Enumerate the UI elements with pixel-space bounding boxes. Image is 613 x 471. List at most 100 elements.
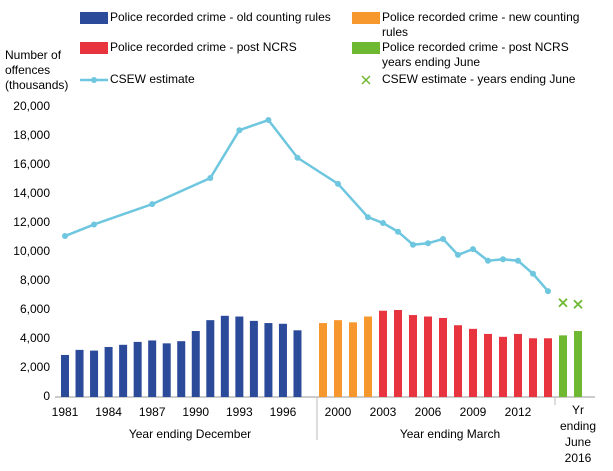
line-point	[470, 246, 476, 253]
y-tick-label: 20,000	[13, 99, 50, 113]
bar	[293, 330, 302, 397]
y-tick-label: 16,000	[13, 157, 50, 171]
line-point	[515, 257, 521, 264]
bar	[469, 328, 477, 397]
legend-swatch	[80, 12, 108, 24]
bar	[544, 338, 552, 397]
bar	[379, 310, 387, 397]
x-tick-label: 2003	[370, 405, 397, 419]
x-tick-label: 1984	[95, 405, 122, 419]
line-point	[62, 233, 68, 240]
x-tick-label: 1987	[139, 405, 166, 419]
line-point	[380, 220, 386, 226]
line-point	[149, 201, 156, 208]
bar	[454, 325, 462, 397]
x-tick-label: 2000	[325, 405, 352, 419]
legend-swatch	[352, 12, 380, 24]
y-tick-label: 12,000	[13, 215, 50, 229]
line-point	[485, 257, 491, 264]
legend-label: Police recorded crime - post NCRS years …	[382, 40, 569, 69]
x-tick-label: 1990	[182, 405, 209, 419]
bar	[334, 320, 342, 397]
x-tick-label: 1981	[52, 405, 79, 419]
bar	[349, 322, 357, 397]
y-axis-title: Number of offences (thousands)	[5, 48, 69, 92]
bar	[75, 349, 84, 397]
bar	[394, 310, 402, 397]
bar	[61, 354, 69, 397]
bar	[319, 323, 327, 397]
bar	[133, 341, 142, 397]
bar	[514, 333, 522, 397]
legend-label: CSEW estimate	[110, 72, 195, 86]
line-point	[265, 117, 272, 124]
x-tick-label: 1993	[226, 405, 253, 419]
bar	[119, 344, 128, 397]
line-point	[500, 256, 506, 263]
bar	[206, 320, 215, 397]
legend-swatch	[352, 42, 380, 54]
line-point	[335, 180, 341, 187]
bar	[424, 316, 432, 397]
legend-swatch	[80, 42, 108, 54]
bar	[484, 333, 492, 397]
line-point	[455, 251, 461, 258]
x-marker	[573, 299, 583, 309]
bar	[439, 317, 447, 397]
bar	[177, 341, 186, 397]
group-label: Year ending March	[400, 427, 500, 441]
bar	[264, 323, 273, 397]
y-tick-label: 10,000	[13, 244, 50, 258]
bar	[191, 331, 200, 397]
y-tick-label: 14,000	[13, 186, 50, 200]
bar	[409, 315, 417, 397]
bar	[574, 331, 582, 397]
legend-label: Police recorded crime - new counting rul…	[382, 10, 580, 39]
y-tick-label: 8,000	[20, 273, 50, 287]
group-label: Year ending December	[129, 427, 251, 441]
line-point	[207, 175, 214, 182]
line-point	[294, 154, 301, 161]
x-tick-label-box: Yr ending June 2016	[559, 403, 597, 465]
x-tick-label: 2006	[415, 405, 442, 419]
x-marker	[558, 298, 568, 308]
bar	[104, 346, 113, 397]
x-tick-label: 2009	[460, 405, 487, 419]
bar	[148, 340, 157, 397]
line-point	[425, 240, 431, 247]
bar	[235, 316, 244, 397]
line-point	[395, 228, 401, 235]
line-point	[545, 288, 551, 295]
y-tick-label: 4,000	[20, 331, 50, 345]
y-tick-label: 18,000	[13, 128, 50, 142]
legend-label: Police recorded crime - old counting rul…	[110, 10, 331, 24]
bar	[559, 335, 567, 397]
line	[64, 118, 549, 292]
bar	[278, 323, 287, 397]
y-tick-label: 2,000	[20, 360, 50, 374]
legend-swatch	[91, 77, 97, 83]
bar	[499, 336, 507, 397]
bar	[529, 338, 537, 397]
x-tick-label: 2012	[505, 405, 532, 419]
bar	[364, 316, 372, 397]
bar	[220, 315, 229, 397]
bar	[249, 320, 258, 397]
line-point	[365, 214, 371, 221]
line-point	[91, 221, 98, 228]
line-point	[530, 270, 536, 277]
line-point	[440, 235, 446, 242]
legend-label: Police recorded crime - post NCRS	[110, 40, 297, 54]
legend-label: CSEW estimate - years ending June	[382, 72, 576, 86]
y-tick-label: 6,000	[20, 302, 50, 316]
x-tick-label: 1996	[270, 405, 297, 419]
line-point	[236, 127, 243, 134]
bar	[90, 350, 99, 397]
y-tick-label: 0	[43, 389, 50, 403]
legend-swatch	[361, 75, 371, 85]
x-tick-label: Yr ending June 2016	[559, 403, 597, 465]
line-point	[410, 241, 416, 248]
bar	[162, 343, 171, 397]
